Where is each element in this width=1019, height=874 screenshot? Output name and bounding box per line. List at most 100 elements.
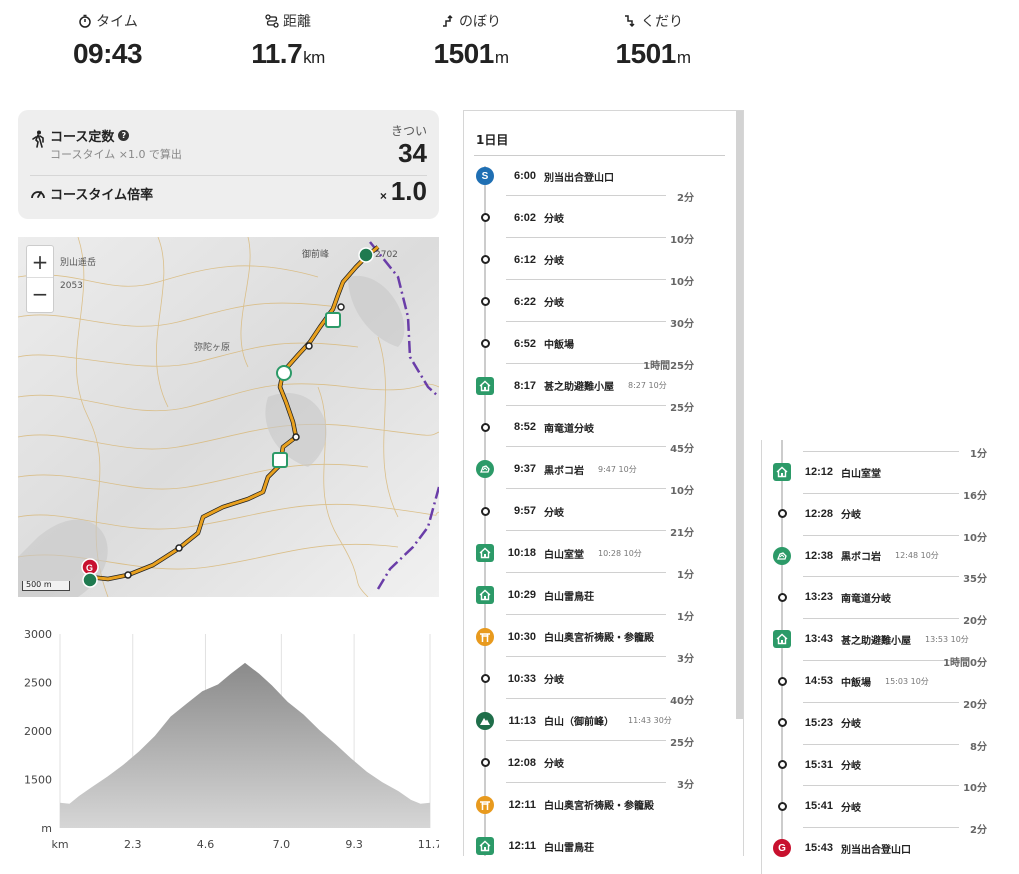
hiker-icon (32, 130, 44, 148)
day-divider (474, 155, 725, 156)
leg-duration-row: 10分 (506, 231, 694, 246)
timeline-event[interactable]: 9:57 分岐 (464, 501, 734, 521)
scrollbar[interactable] (736, 111, 743, 719)
event-time: 12:12 (804, 466, 833, 478)
leg-line (506, 320, 666, 322)
event-name: 白山奥宮祈祷殿・参籠殿 (544, 801, 654, 812)
timeline-event[interactable]: 10:18 白山室堂 10:28 10分 (464, 543, 734, 563)
timeline-event[interactable]: 15:41 分岐 (761, 796, 993, 816)
waypoint-icon (480, 422, 490, 432)
timeline-panel-continued[interactable]: 12:12 白山室堂 12:28 分岐 12:38 黒ボコ岩 12:48 10分 13:23 南… (761, 440, 997, 874)
timeline-event[interactable]: 12:08 分岐 (464, 753, 734, 773)
leg-duration-row: 1分 (506, 608, 694, 623)
event-icon-wrap (480, 339, 490, 349)
descent-icon (625, 15, 635, 28)
panel-border (761, 440, 762, 874)
stat-label-text: くだり (641, 14, 683, 30)
timeline-event[interactable]: 11:13 白山（御前峰） 11:43 30分 (464, 711, 734, 731)
course-ratio-row: コースタイム倍率 × 1.0 (30, 176, 427, 216)
leg-duration-row: 10分 (506, 273, 694, 288)
hut-icon (476, 837, 494, 856)
timeline-event[interactable]: 6:02 分岐 (464, 208, 734, 228)
leg-duration: 3分 (677, 653, 694, 665)
map-label-midagahara: 弥陀ヶ原 (194, 343, 231, 353)
zoom-in-button[interactable]: + (27, 246, 53, 278)
timeline-event[interactable]: 12:28 分岐 (761, 504, 993, 524)
timeline-event[interactable]: 10:29 白山雷鳥荘 (464, 585, 734, 605)
leg-duration: 1時間0分 (943, 658, 987, 669)
timeline-event[interactable]: 13:43 甚之助避難小屋 13:53 10分 (761, 629, 993, 649)
timeline-event[interactable]: S 6:00 別当出合登山口 (464, 166, 734, 186)
timeline-panel[interactable]: 1日目 S 6:00 別当出合登山口 6:02 分岐 6:12 分岐 6:22 分岐 6:52 中飯… (463, 110, 744, 856)
day-title: 1日目 (476, 133, 509, 147)
event-time: 10:33 (507, 672, 536, 685)
event-name: 白山奥宮祈祷殿・参籠殿 (544, 633, 654, 645)
event-name: 黒ボコ岩 (544, 465, 584, 477)
hut-icon (476, 544, 494, 563)
timeline-event[interactable]: 10:30 白山奥宮祈祷殿・参籠殿 (464, 627, 734, 647)
event-icon-wrap (476, 711, 494, 730)
leg-duration-row: 1時間25分 (506, 357, 694, 372)
event-name: 別当出合登山口 (841, 844, 911, 856)
timeline-event[interactable]: 6:12 分岐 (464, 250, 734, 270)
event-name: 甚之助避難小屋 (841, 635, 911, 647)
leg-duration-row: 2分 (803, 821, 987, 837)
y-tick-label: 2500 (24, 677, 52, 690)
timeline-event[interactable]: 13:23 南竜道分岐 (761, 587, 993, 607)
event-icon-wrap: G (773, 839, 791, 858)
timeline-event[interactable]: 12:38 黒ボコ岩 12:48 10分 (761, 546, 993, 566)
leg-duration: 1時間25分 (643, 360, 694, 372)
leg-duration: 2分 (677, 193, 694, 204)
event-icon-wrap (480, 674, 490, 684)
leg-line (506, 739, 666, 741)
y-tick-label: 2000 (24, 725, 52, 738)
map-label-gozengamine: 御前峰 (302, 250, 330, 260)
course-ratio-title: コースタイム倍率 (50, 188, 154, 203)
svg-text:G: G (86, 563, 93, 573)
leg-duration: 2分 (970, 825, 987, 837)
event-icon-wrap (777, 676, 787, 686)
timeline-event[interactable]: 12:12 白山室堂 (761, 462, 993, 482)
event-name: 別当出合登山口 (544, 172, 614, 184)
leg-line (506, 614, 666, 615)
event-name: 白山（御前峰） (544, 717, 614, 729)
leg-duration: 35分 (963, 574, 987, 586)
timeline-event[interactable]: 15:23 分岐 (761, 713, 993, 733)
course-constant-card: コース定数 ? コースタイム ×1.0 で算出 きつい 34 コースタイム倍率 … (18, 110, 439, 219)
event-icon-wrap (777, 718, 787, 728)
event-time: 10:29 (507, 589, 536, 601)
event-stay: 8:27 10分 (628, 381, 667, 390)
event-name: 分岐 (544, 675, 564, 687)
timeline-event[interactable]: G 15:43 別当出合登山口 (761, 838, 993, 858)
timeline-event[interactable]: 14:53 中飯場 15:03 10分 (761, 671, 993, 691)
timeline-event[interactable]: 12:11 白山奥宮祈祷殿・参籠殿 (464, 795, 734, 815)
event-icon-wrap (777, 801, 787, 811)
x-tick-label: 9.3 (345, 838, 363, 851)
route-map[interactable]: G + − 御前峰 弥陀ヶ原 2702 2053 別山遥岳 500 m (18, 237, 439, 597)
timeline-event[interactable]: 6:52 中飯場 (464, 334, 734, 354)
waypoint-icon (480, 506, 490, 516)
leg-duration: 40分 (670, 695, 694, 707)
timeline-event[interactable]: 8:52 南竜道分岐 (464, 417, 734, 437)
x-tick-label: 2.3 (124, 838, 142, 851)
timeline-event[interactable]: 12:11 白山雷鳥荘 (464, 836, 734, 856)
leg-duration-row: 3分 (506, 650, 694, 665)
x-tick-label: 7.0 (273, 838, 291, 851)
timeline-event[interactable]: 10:33 分岐 (464, 669, 734, 689)
event-stay: 13:53 10分 (925, 634, 969, 644)
leg-duration: 10分 (670, 234, 694, 246)
timeline-event[interactable]: 8:17 甚之助避難小屋 8:27 10分 (464, 376, 734, 396)
event-time: 10:30 (507, 630, 536, 643)
timeline-event[interactable]: 15:31 分岐 (761, 755, 993, 775)
leg-duration-row: 25分 (506, 734, 694, 749)
zoom-out-button[interactable]: − (31, 282, 49, 306)
timeline-event[interactable]: 9:37 黒ボコ岩 9:47 10分 (464, 459, 734, 479)
start-icon: S (476, 167, 494, 185)
help-icon[interactable]: ? (118, 130, 130, 141)
timeline-event[interactable]: 6:22 分岐 (464, 292, 734, 312)
stat-label-text: 距離 (283, 14, 311, 30)
waypoint-icon (480, 339, 490, 349)
leg-duration: 1分 (970, 449, 987, 460)
leg-duration-row: 30分 (506, 315, 694, 330)
stat-number: 1501 (433, 38, 495, 69)
